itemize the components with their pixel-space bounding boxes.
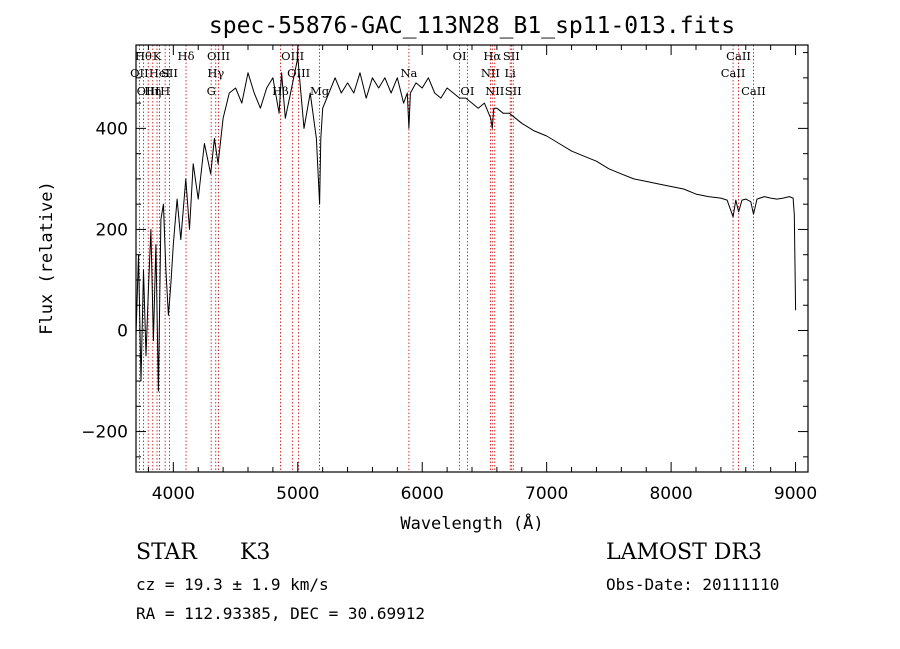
object-subclass: K3 <box>240 540 270 565</box>
line-label-18: OI <box>460 84 474 98</box>
x-tick-label-3: 7000 <box>525 484 568 504</box>
y-tick-label-1: 0 <box>117 322 128 342</box>
x-axis-ticks: 4000 5000 6000 7000 8000 9000 <box>147 45 817 504</box>
line-label-9: G <box>207 84 216 98</box>
line-label-8: Hδ <box>178 49 195 63</box>
line-label-15: Mg <box>310 84 330 98</box>
x-tick-label-1: 5000 <box>276 484 319 504</box>
emission-line-labels: OIIHθOIIIHηKHeIHSIIHδGHγOIIIHβOIIIOIIIMg… <box>130 49 766 98</box>
line-label-21: NII <box>485 84 504 98</box>
y-tick-label-2: 200 <box>96 220 128 240</box>
line-label-2: OIII <box>137 84 160 98</box>
line-label-7: SII <box>161 66 178 80</box>
line-label-16: Na <box>400 66 417 80</box>
plot-frame <box>135 44 809 473</box>
flux-line <box>135 57 797 392</box>
y-tick-label-3: 400 <box>96 119 128 139</box>
line-label-4: K <box>153 49 162 63</box>
line-label-19: NII <box>481 66 500 80</box>
line-label-17: OI <box>453 49 467 63</box>
x-tick-label-5: 9000 <box>774 484 817 504</box>
x-tick-label-4: 8000 <box>649 484 692 504</box>
x-axis-label: Wavelength (Å) <box>400 512 543 534</box>
redshift-value: cz = 19.3 ± 1.9 km/s <box>136 575 329 594</box>
x-tick-label-2: 6000 <box>401 484 444 504</box>
line-label-1: Hθ <box>135 49 152 63</box>
line-label-24: SII <box>505 84 522 98</box>
line-label-23: SII <box>503 49 520 63</box>
line-label-22: Li <box>505 66 517 80</box>
line-label-25: CaII <box>721 66 746 80</box>
x-tick-label-0: 4000 <box>152 484 195 504</box>
line-label-3: Hη <box>144 84 161 98</box>
line-label-26: CaII <box>726 49 751 63</box>
line-label-13: OIII <box>281 49 304 63</box>
obs-date: Obs-Date: 20111110 <box>606 575 779 594</box>
chart-title: spec-55876-GAC_113N28_B1_sp11-013.fits <box>209 13 735 39</box>
y-axis-label: Flux (relative) <box>37 181 57 335</box>
survey-name: LAMOST DR3 <box>606 540 762 565</box>
line-label-27: CaII <box>741 84 766 98</box>
y-tick-label-0: −200 <box>81 423 128 443</box>
line-label-0: OII <box>130 66 149 80</box>
y-axis-ticks: −200 0 200 400 <box>81 52 808 458</box>
coordinates: RA = 112.93385, DEC = 30.69912 <box>136 604 425 623</box>
flux-series <box>135 57 797 392</box>
line-label-20: Hα <box>483 49 501 63</box>
line-label-6: H <box>160 84 170 98</box>
line-label-11: OIII <box>207 49 230 63</box>
line-label-10: Hγ <box>207 66 224 80</box>
line-label-5: HeI <box>149 66 170 80</box>
object-class: STAR <box>136 540 198 565</box>
emission-line-markers <box>138 45 754 472</box>
